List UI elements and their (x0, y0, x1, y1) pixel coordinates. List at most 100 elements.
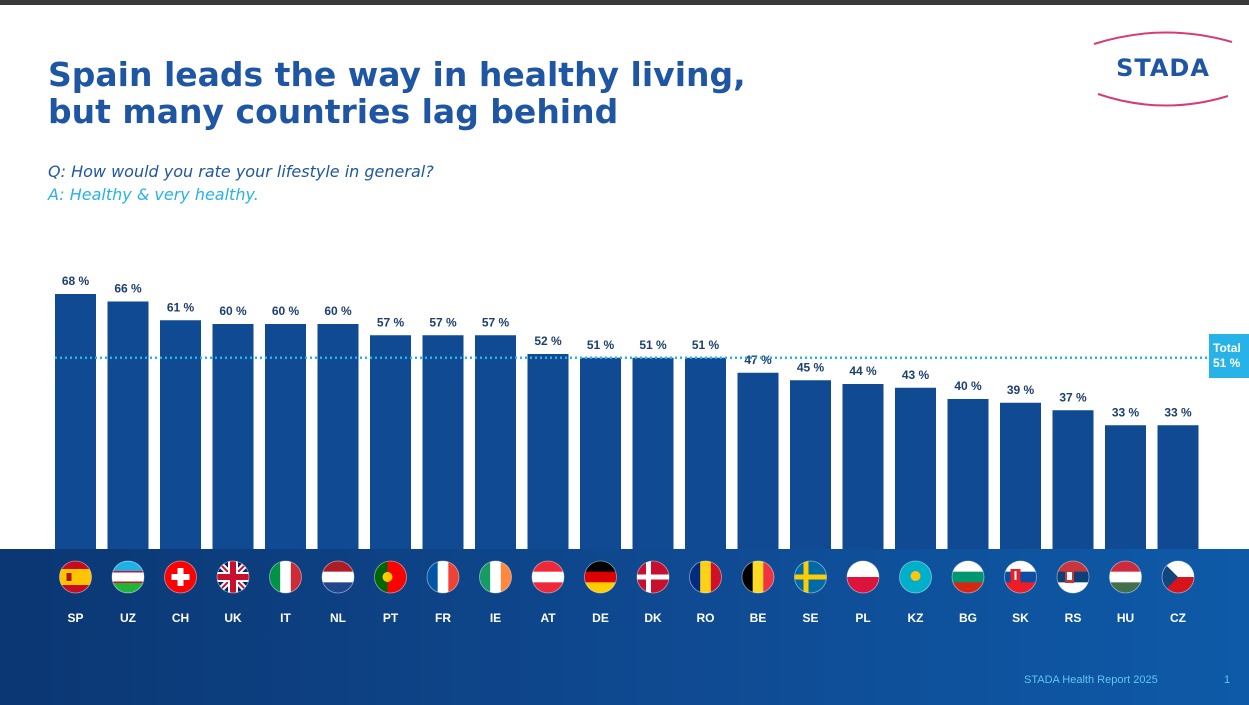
bars (55, 294, 1199, 549)
page-title: Spain leads the way in healthy living, b… (48, 56, 746, 130)
bar-value-label: 43 % (902, 368, 930, 382)
bar-value-label: 44 % (849, 364, 877, 378)
page-number: 1 (1224, 674, 1231, 686)
bar-value-label: 33 % (1112, 405, 1140, 419)
bulgaria-flag-icon (951, 560, 985, 594)
bar-value-label: 57 % (429, 315, 457, 329)
country-code-label: KZ (908, 611, 924, 625)
stada-logo: STADA (1090, 26, 1236, 110)
bar (107, 301, 149, 549)
bar (580, 357, 621, 549)
country-code-label: RS (1065, 611, 1082, 625)
poland-flag-icon (846, 560, 880, 594)
title-line-1: Spain leads the way in healthy living, (48, 55, 746, 94)
hungary-flag-icon (1109, 560, 1142, 594)
bar (685, 357, 726, 549)
bar-value-label: 33 % (1164, 405, 1192, 419)
italy-flag-icon (269, 560, 302, 594)
country-code-label: DE (592, 611, 609, 625)
denmark-flag-icon (636, 560, 670, 594)
country-code-label: NL (330, 611, 346, 625)
bar (527, 354, 569, 549)
bar-value-label: 66 % (114, 282, 142, 296)
country-code-label: IE (490, 611, 501, 625)
flags (59, 560, 1195, 594)
value-labels: 68 % 66 % 61 % 60 % 60 % 60 % 57 % 57 % 57 % 52 %… (62, 274, 1192, 419)
bar-value-label: 68 % (62, 274, 90, 288)
uk-flag-icon (216, 560, 250, 594)
bar-value-label: 60 % (219, 304, 247, 318)
country-code-label: FR (435, 611, 451, 625)
bar-value-label: 47 % (744, 353, 772, 367)
bar-value-label: 37 % (1059, 390, 1087, 404)
bar (317, 324, 359, 549)
germany-flag-icon (584, 560, 617, 594)
belgium-flag-icon (741, 560, 775, 594)
footer-report-name: STADA Health Report 2025 (1024, 674, 1158, 686)
bar-value-label: 40 % (954, 379, 982, 393)
country-code-label: SK (1012, 611, 1029, 625)
country-code-label: BG (959, 611, 977, 625)
total-badge: Total 51 % (1209, 334, 1249, 378)
total-label: Total (1213, 341, 1241, 355)
bar-value-label: 39 % (1007, 383, 1035, 397)
bar-value-label: 45 % (797, 360, 825, 374)
bar (212, 324, 254, 549)
bar-value-label: 52 % (534, 334, 562, 348)
switzerland-flag-icon (164, 560, 197, 594)
country-code-label: SE (802, 611, 818, 625)
title-line-2: but many countries lag behind (48, 92, 619, 131)
bar (1157, 425, 1199, 549)
bar (370, 335, 411, 549)
logo-swoosh-icon (1093, 31, 1233, 107)
bar-value-label: 51 % (639, 338, 667, 352)
bar (632, 357, 674, 549)
spain-flag-icon (59, 560, 92, 594)
country-code-label: UZ (120, 611, 136, 625)
country-code-label: SP (67, 611, 83, 625)
bar-value-label: 51 % (692, 338, 720, 352)
logo-text: STADA (1116, 54, 1210, 82)
bar-value-label: 57 % (482, 315, 510, 329)
country-code-label: CH (172, 611, 189, 625)
bar (947, 399, 989, 549)
bar (265, 324, 306, 549)
country-codes: SP UZ CH UK IT NL PT FR IE AT DE DK RO BE SE PL KZ BG SK RS… (67, 611, 1186, 625)
flag-band (0, 549, 1249, 705)
portugal-flag-icon (374, 560, 407, 594)
bar-value-label: 57 % (377, 315, 405, 329)
serbia-flag-icon (1056, 560, 1090, 594)
country-code-label: DK (644, 611, 662, 625)
country-code-label: CZ (1170, 611, 1186, 625)
bar-value-label: 60 % (324, 304, 352, 318)
bar (422, 335, 464, 549)
country-code-label: HU (1117, 611, 1134, 625)
slovakia-flag-icon (1004, 560, 1037, 594)
bar (790, 380, 831, 549)
uzbekistan-flag-icon (111, 560, 145, 594)
survey-question: Q: How would you rate your lifestyle in … (48, 162, 434, 181)
austria-flag-icon (531, 560, 565, 594)
country-code-label: PT (383, 611, 399, 625)
bar (737, 372, 779, 549)
bar-value-label: 61 % (167, 300, 195, 314)
country-code-label: BE (750, 611, 767, 625)
bar (1052, 410, 1094, 549)
country-code-label: IT (280, 611, 291, 625)
total-value: 51 % (1213, 356, 1241, 370)
survey-answer: A: Healthy & very healthy. (48, 185, 259, 204)
window-top-border (0, 0, 1249, 5)
bar (160, 320, 201, 549)
czechia-flag-icon (1161, 560, 1195, 594)
country-code-label: AT (540, 611, 556, 625)
ireland-flag-icon (479, 560, 512, 594)
bar (55, 294, 96, 549)
bar (842, 384, 884, 549)
country-code-label: PL (855, 611, 870, 625)
bar-value-label: 51 % (587, 338, 615, 352)
bar (475, 335, 516, 549)
romania-flag-icon (689, 560, 722, 594)
bar (1105, 425, 1146, 549)
kazakhstan-flag-icon (899, 560, 932, 594)
